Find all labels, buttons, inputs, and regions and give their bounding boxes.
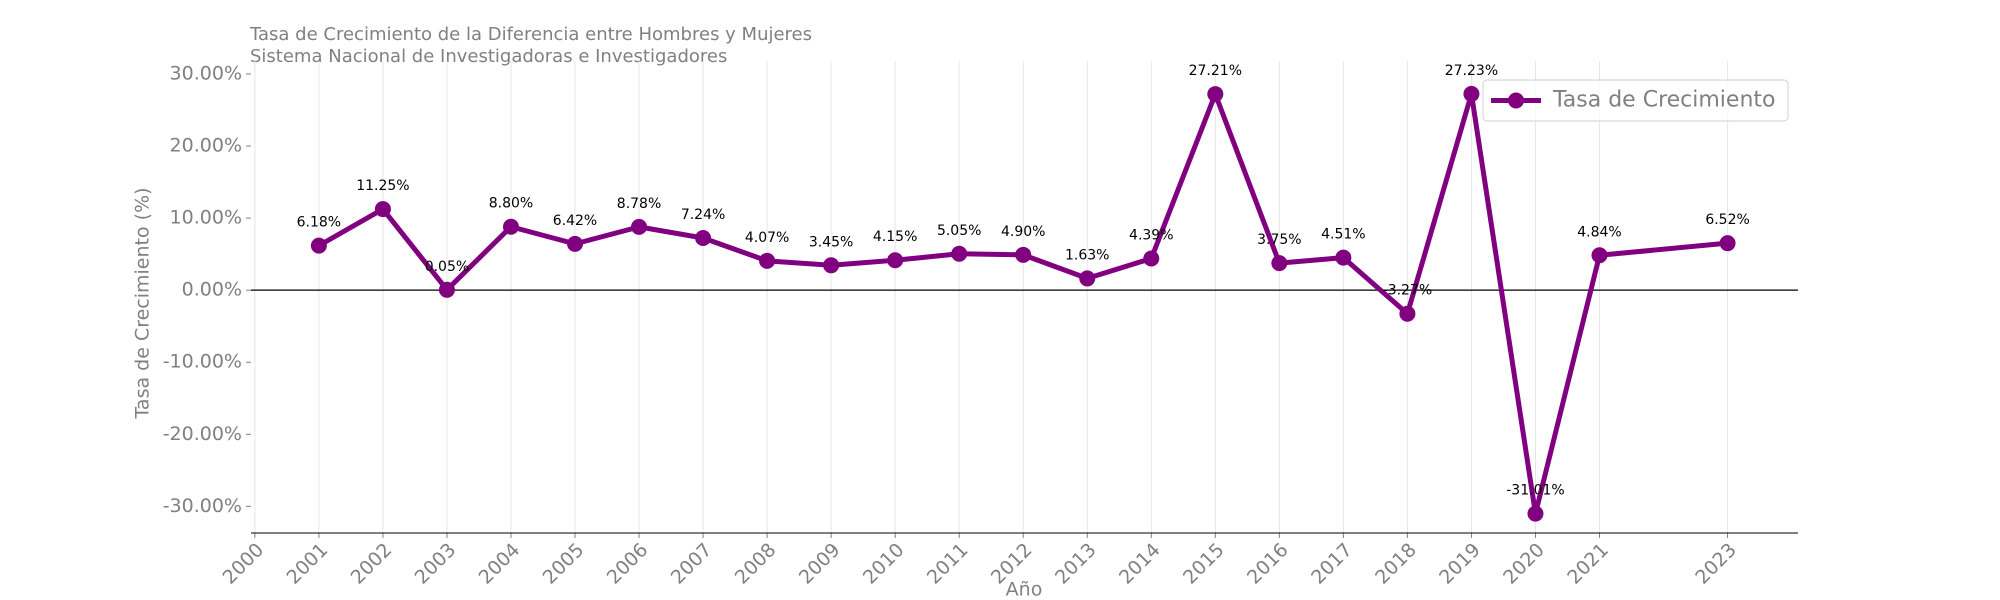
x-tick-label: 2015 [1179,539,1229,589]
x-tick-label: 2005 [539,539,589,589]
x-tick-label: 2000 [219,539,269,589]
data-label: 4.39% [1129,228,1173,244]
data-label: 8.78% [617,196,661,212]
data-point [1399,305,1416,322]
y-tick-label: -30.00% [163,495,242,517]
data-point [1079,270,1096,287]
data-label: 6.18% [297,215,341,231]
data-label: 4.51% [1321,227,1365,243]
data-point [951,245,968,262]
data-label: 3.75% [1257,232,1301,248]
data-point [695,229,712,246]
data-point [1527,505,1544,522]
x-tick-label: 2020 [1499,539,1549,589]
data-label: 6.42% [553,213,597,229]
x-tick-label: 2009 [795,539,845,589]
x-tick-label: 2018 [1371,539,1421,589]
x-tick-label: 2007 [667,539,717,589]
legend-marker [1508,92,1524,109]
data-label: 0.05% [425,259,469,275]
data-label: 4.07% [745,230,789,246]
data-point [1143,250,1160,267]
x-tick-label: 2002 [347,539,397,589]
x-tick-label: 2011 [923,539,973,589]
data-point [887,252,904,269]
x-axis-label: Año [1006,579,1043,600]
y-tick-label: 20.00% [170,135,242,157]
data-label: -3.27% [1383,283,1433,299]
legend: Tasa de Crecimiento [1482,79,1789,122]
legend-box [1482,79,1789,122]
data-point [438,281,455,298]
data-point [502,218,519,235]
data-point [1015,246,1032,263]
y-tick-label: 0.00% [182,279,242,301]
data-point [310,237,327,254]
data-label: 7.24% [681,207,725,223]
data-point [566,235,583,252]
data-label: 4.84% [1577,224,1621,240]
data-label: -31.01% [1506,483,1564,499]
data-label: 3.45% [809,234,853,250]
data-point [631,218,648,235]
data-label: 27.21% [1189,63,1242,79]
x-tick-label: 2010 [859,539,909,589]
data-point [1335,249,1352,266]
x-tick-label: 2016 [1243,539,1293,589]
data-label: 8.80% [489,196,533,212]
data-label: 5.05% [937,223,981,239]
x-tick-label: 2023 [1691,539,1741,589]
y-tick-label: 30.00% [170,62,242,84]
x-tick-label: 2014 [1115,539,1165,589]
data-label: 11.25% [356,178,409,194]
x-tick-label: 2004 [475,539,525,589]
y-tick-label: 10.00% [170,207,242,229]
x-tick-label: 2003 [411,539,461,589]
x-tick-label: 2013 [1051,539,1101,589]
y-axis-label: Tasa de Crecimiento (%) [132,187,154,419]
data-point [1463,85,1480,102]
data-label: 1.63% [1065,247,1109,263]
data-point [1271,255,1288,272]
x-tick-label: 2017 [1307,539,1357,589]
chart-title: Tasa de Crecimiento de la Diferencia ent… [249,24,812,45]
chart-subtitle: Sistema Nacional de Investigadoras e Inv… [250,46,727,67]
data-label: 4.15% [873,229,917,245]
data-point [374,201,391,218]
data-point [1591,247,1608,264]
y-tick-label: -20.00% [163,423,242,445]
x-tick-label: 2001 [283,539,333,589]
legend-label: Tasa de Crecimiento [1552,88,1775,113]
data-point [1207,86,1224,103]
y-tick-label: -10.00% [163,351,242,373]
data-label: 6.52% [1705,212,1749,228]
x-tick-label: 2006 [603,539,653,589]
x-tick-label: 2021 [1563,539,1613,589]
x-tick-label: 2019 [1435,539,1485,589]
x-tick-label: 2008 [731,539,781,589]
series-line [317,91,1728,517]
data-point [759,252,776,269]
data-point [1719,235,1736,252]
data-point [823,257,840,274]
data-label: 27.23% [1445,63,1498,79]
data-label: 4.90% [1001,224,1045,240]
